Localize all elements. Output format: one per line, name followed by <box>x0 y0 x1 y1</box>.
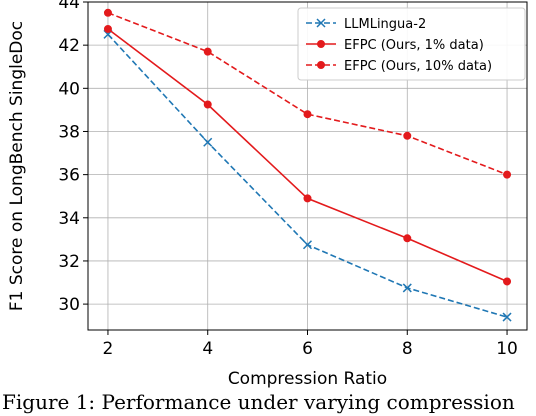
series-3 <box>103 8 512 179</box>
data-point <box>303 110 312 119</box>
data-point <box>403 131 412 140</box>
legend-label: EFPC (Ours, 10% data) <box>344 59 492 74</box>
data-point <box>402 283 412 293</box>
y-tick-label: 40 <box>58 79 80 99</box>
y-axis-label: F1 Score on LongBench SingleDoc <box>7 21 27 311</box>
x-tick-label: 6 <box>302 339 313 359</box>
data-point <box>503 277 512 286</box>
y-tick-label: 42 <box>58 36 80 56</box>
data-point <box>502 312 512 322</box>
marker-stroke <box>502 312 512 322</box>
y-tick-label: 36 <box>58 166 80 186</box>
line-chart: 2 4 6 8 10 30 32 34 36 38 40 42 44 Compression Ratio… <box>7 0 528 389</box>
marker-stroke <box>203 137 213 147</box>
axis-ticks: 2 4 6 8 10 30 32 34 36 38 40 42 44 <box>58 0 518 359</box>
legend-item: EFPC (Ours, 10% data) <box>306 59 492 74</box>
legend: LLMLingua-2 EFPC (Ours, 1% data) EFPC (Our… <box>297 7 526 81</box>
series-layer <box>103 8 512 322</box>
data-point <box>403 234 412 243</box>
y-tick-label: 34 <box>58 209 80 229</box>
marker-stroke <box>302 240 313 250</box>
data-point <box>503 170 512 179</box>
data-point <box>203 47 212 56</box>
legend-box <box>297 7 526 81</box>
data-point <box>203 100 212 109</box>
x-tick-label: 4 <box>202 339 213 359</box>
legend-item: EFPC (Ours, 1% data) <box>306 38 484 53</box>
y-tick-label: 44 <box>58 0 80 13</box>
data-point <box>303 194 312 203</box>
legend-marker <box>317 40 325 48</box>
legend-marker <box>316 18 326 28</box>
legend-item: LLMLingua-2 <box>306 17 426 32</box>
data-point <box>302 240 313 250</box>
x-axis-label: Compression Ratio <box>228 369 387 389</box>
series-line <box>107 12 508 176</box>
series-2 <box>103 24 512 286</box>
marker-stroke <box>316 18 326 28</box>
x-tick-label: 8 <box>402 339 413 359</box>
y-tick-label: 38 <box>58 122 80 142</box>
x-tick-label: 2 <box>103 339 114 359</box>
y-tick-label: 30 <box>58 295 80 315</box>
data-point <box>203 137 213 147</box>
marker-stroke <box>402 283 412 293</box>
legend-marker <box>317 61 325 69</box>
figure-caption: Figure 1: Performance under varying comp… <box>2 390 515 414</box>
legend-label: EFPC (Ours, 1% data) <box>344 38 484 53</box>
y-tick-label: 32 <box>58 252 80 272</box>
data-point <box>103 8 112 17</box>
x-tick-label: 10 <box>496 339 518 359</box>
legend-label: LLMLingua-2 <box>344 17 426 32</box>
data-point <box>103 24 112 33</box>
